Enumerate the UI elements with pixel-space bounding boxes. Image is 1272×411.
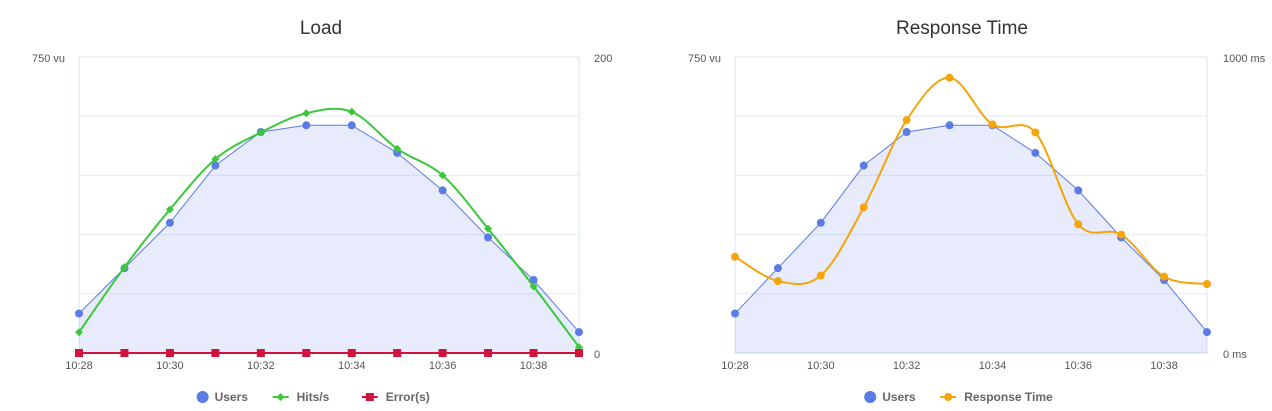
load-users-point [438, 186, 447, 195]
rt-response-time-point [1074, 220, 1083, 229]
rt-response-time-point [945, 73, 954, 82]
load-y-left-top-label: 750 vu [32, 53, 65, 65]
load-hits-s-point [302, 109, 311, 118]
rt-y-right-top-label: 1000 ms [1223, 53, 1266, 65]
rt-users-point [859, 161, 868, 170]
load-hits-s-point [256, 128, 265, 137]
rt-response-time-point [1203, 280, 1211, 289]
load-x-tick-label: 10:30 [156, 360, 184, 372]
rt-legend-response-time-label: Response Time [964, 390, 1053, 404]
load-users-point [302, 121, 311, 130]
rt-response-time-point [731, 252, 739, 261]
load-chart: Load 750 vu 200 0 10:28 10:30 10:32 10:34 10:36 1… [32, 18, 612, 404]
load-legend-error-s[interactable]: Error(s) [361, 390, 430, 404]
load-x-tick-label: 10:28 [65, 360, 93, 372]
rt-response-time-point [1117, 230, 1126, 239]
rt-users-point [1031, 148, 1040, 157]
load-error-s-point [484, 349, 493, 357]
load-users-point [165, 218, 174, 227]
load-x-tick-label: 10:34 [338, 360, 366, 372]
rt-plot-area [734, 56, 1208, 354]
load-error-s-point [75, 349, 83, 357]
load-hits-s-point [438, 171, 447, 180]
load-legend-hits-s-symbol [276, 393, 285, 401]
response-time-chart: Response Time 750 vu 1000 ms 0 ms 10:28 10:30… [636, 0, 1272, 411]
rt-users-point [945, 121, 954, 130]
load-hits-s-line [78, 107, 580, 348]
rt-users-point [773, 264, 782, 273]
load-y-right-top-label: 200 [594, 53, 612, 65]
load-x-tick-label: 10:38 [520, 360, 548, 372]
load-error-s-point [438, 349, 447, 357]
rt-response-time-point [988, 120, 997, 129]
load-error-s-point [302, 349, 311, 357]
load-plot-area [78, 56, 580, 354]
load-users-line [78, 124, 580, 333]
rt-response-time-point [1160, 272, 1169, 281]
load-legend-hits-s[interactable]: Hits/s [272, 390, 330, 404]
load-hits-s-point [165, 205, 174, 214]
rt-x-tick-label: 10:36 [1065, 360, 1093, 372]
load-hits-s-point [211, 155, 220, 164]
rt-response-time-point [773, 277, 782, 286]
load-hits-s-point [484, 224, 493, 233]
rt-legend-users-symbol [864, 391, 877, 403]
load-legend-users-label: Users [215, 390, 249, 404]
rt-legend-users-label: Users [882, 390, 916, 404]
rt-users-point [1203, 328, 1211, 337]
rt-x-tick-label: 10:32 [893, 360, 921, 372]
rt-users-line [734, 124, 1208, 333]
load-hits-s-point [393, 144, 402, 153]
load-legend-users-symbol [196, 391, 209, 403]
load-y-right-bottom-label: 0 [594, 349, 600, 361]
load-x-tick-label: 10:36 [429, 360, 457, 372]
load-error-s-point [393, 349, 402, 357]
load-error-s-point [120, 349, 129, 357]
rt-legend-users[interactable]: Users [864, 390, 916, 404]
load-users-point [575, 328, 583, 337]
load-users-point [484, 233, 493, 242]
rt-x-tick-label: 10:38 [1150, 360, 1178, 372]
rt-users-point [731, 309, 739, 318]
rt-users-area [735, 125, 1207, 353]
load-x-tick-label: 10:32 [247, 360, 275, 372]
load-legend-users[interactable]: Users [196, 390, 249, 404]
load-error-s-point [575, 349, 583, 357]
rt-legend-response-time[interactable]: Response Time [940, 390, 1053, 404]
load-users-point [347, 121, 356, 130]
load-hits-s-point [120, 263, 129, 272]
rt-y-left-top-label: 750 vu [688, 53, 721, 65]
load-users-point [211, 161, 220, 170]
load-chart-svg: Load 750 vu 200 0 10:28 10:30 10:32 10:34 10:36 1… [32, 18, 612, 404]
rt-response-time-point [859, 203, 868, 212]
rt-legend-response-time-symbol [944, 393, 953, 401]
rt-response-time-point [902, 116, 911, 125]
rt-response-time-point [1031, 128, 1040, 137]
rt-users-point [816, 218, 825, 227]
load-legend-error-s-symbol [365, 393, 374, 401]
load-legend-error-s-label: Error(s) [386, 390, 430, 404]
load-error-s-point [165, 349, 174, 357]
load-error-s-point [211, 349, 220, 357]
load-users-point [75, 309, 83, 318]
load-legend-hits-s-label: Hits/s [297, 390, 330, 404]
load-error-s-point [347, 349, 356, 357]
load-error-s-point [529, 349, 538, 357]
load-hits-s-point [347, 107, 356, 116]
rt-title: Response Time [896, 18, 1028, 39]
rt-users-point [902, 127, 911, 136]
load-hits-s-point [75, 328, 83, 337]
load-title: Load [300, 18, 342, 39]
load-hits-s-point [529, 282, 538, 291]
load-users-area [79, 125, 579, 353]
rt-x-tick-label: 10:34 [979, 360, 1007, 372]
rt-x-tick-label: 10:28 [721, 360, 749, 372]
rt-y-right-bottom-label: 0 ms [1223, 349, 1247, 361]
load-users-point [529, 275, 538, 284]
response-time-chart-svg: Response Time 750 vu 1000 ms 0 ms 10:28 10:30… [688, 18, 1266, 404]
load-error-s-point [256, 349, 265, 357]
rt-users-point [1074, 186, 1083, 195]
rt-x-tick-label: 10:30 [807, 360, 835, 372]
rt-response-time-point [816, 271, 825, 280]
